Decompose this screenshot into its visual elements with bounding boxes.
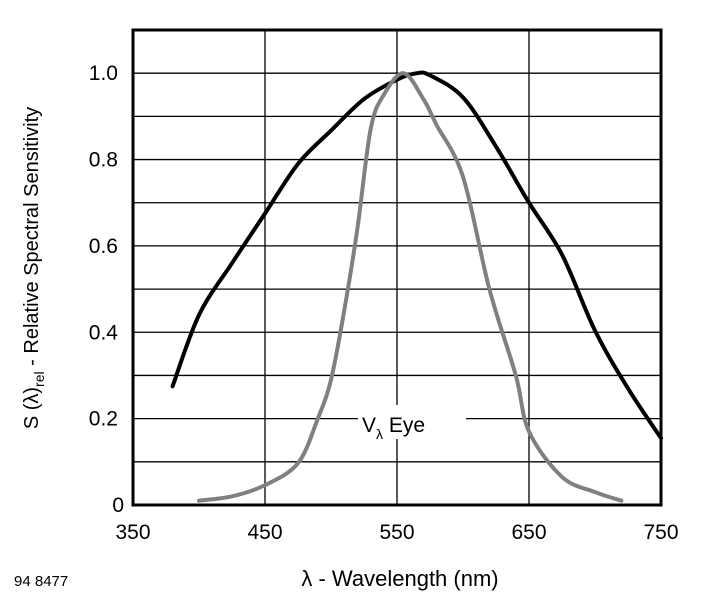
y-tick-label: 0.2 bbox=[89, 408, 118, 431]
series-line-v-lambda-eye bbox=[197, 71, 624, 503]
x-axis-label: λ - Wavelength (nm) bbox=[301, 566, 498, 591]
series-line-detector bbox=[170, 70, 663, 441]
x-tick-label: 750 bbox=[643, 521, 678, 544]
x-tick-label: 450 bbox=[247, 521, 282, 544]
x-tick-label: 650 bbox=[511, 521, 546, 544]
y-tick-label: 0 bbox=[112, 494, 124, 517]
x-tick-label: 350 bbox=[115, 521, 150, 544]
y-tick-label: 0.4 bbox=[89, 321, 119, 344]
series-group bbox=[170, 70, 663, 503]
y-tick-label: 0.8 bbox=[89, 149, 118, 172]
plot-frame bbox=[131, 28, 663, 507]
y-tick-label: 1.0 bbox=[89, 62, 118, 85]
figure-id: 94 8477 bbox=[14, 573, 68, 590]
series-label-text: Vλ Eye bbox=[362, 414, 425, 442]
y-axis-label: S (λ)rel - Relative Spectral Sensitivity bbox=[21, 107, 47, 429]
x-tick-label: 550 bbox=[379, 521, 414, 544]
series-label-background bbox=[358, 405, 466, 439]
y-tick-label: 0.6 bbox=[89, 235, 118, 258]
series-label-veye: Vλ Eye bbox=[358, 405, 466, 442]
tick-labels: 350 450 550 650 750 0 0.2 0.4 0.6 0.8 1.0 bbox=[89, 62, 679, 544]
